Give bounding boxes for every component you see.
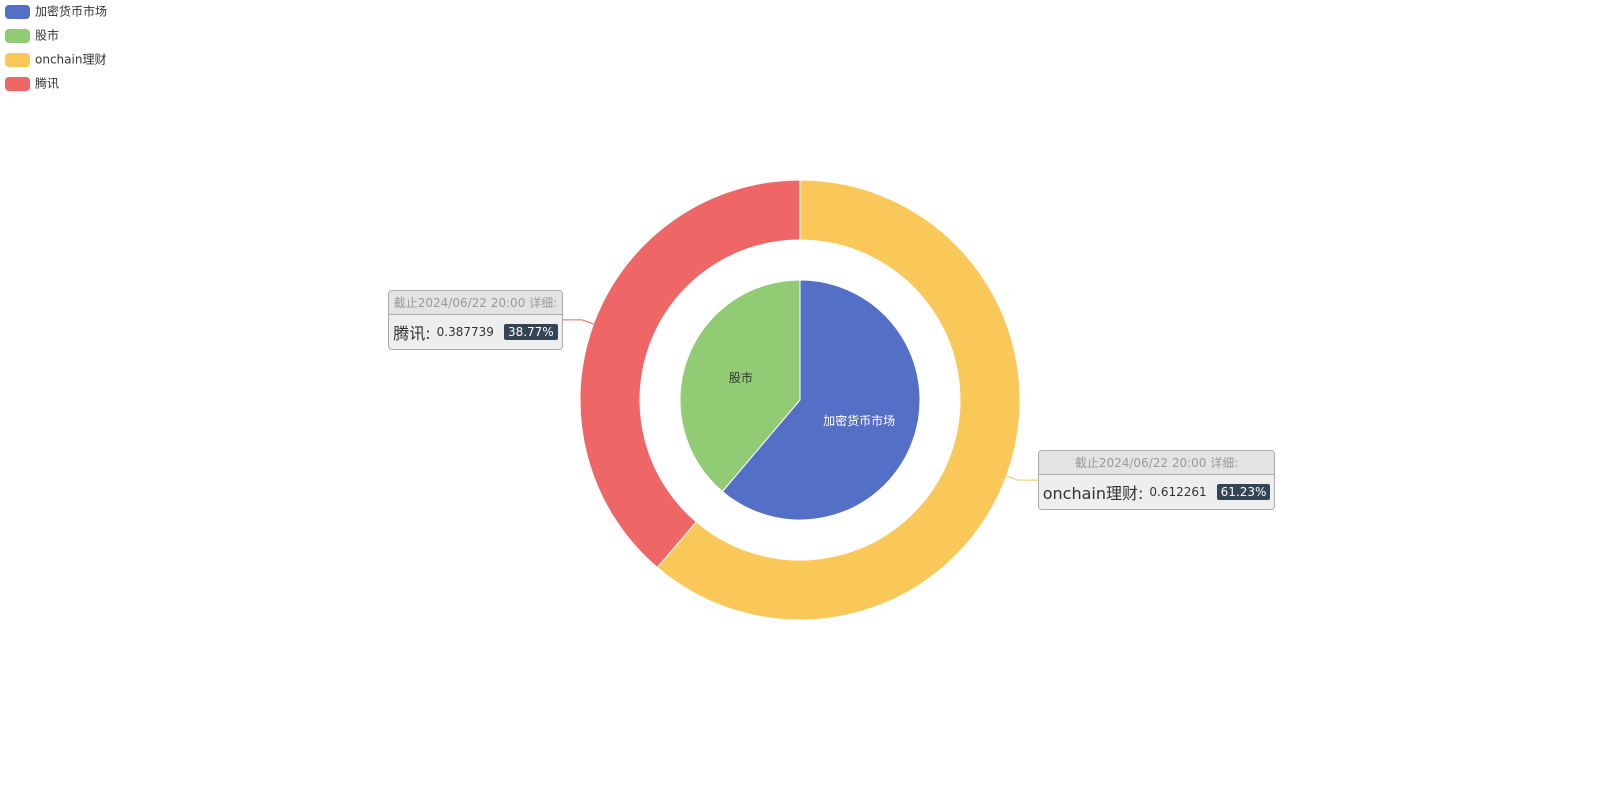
slice-label-box: 截止2024/06/22 20:00 详细: onchain理财: 0.612261…	[1037, 450, 1276, 511]
pie-slice	[721, 279, 921, 521]
label-header: 截止2024/06/22 20:00 详细:	[1038, 451, 1275, 476]
label-name: 腾讯:	[393, 323, 431, 343]
label-name: onchain理财:	[1042, 484, 1144, 504]
label-line	[562, 319, 594, 325]
label-line	[1006, 475, 1038, 481]
label-value: 0.612261	[1149, 485, 1207, 500]
label-percent: 61.23%	[1216, 484, 1271, 501]
legend-label: 加密货币市场	[35, 4, 107, 19]
pie-slice	[579, 179, 801, 569]
label-percent: 38.77%	[503, 323, 558, 340]
pie-slice	[679, 279, 801, 493]
legend-label: onchain理财	[35, 53, 106, 67]
pie-slice	[656, 179, 1021, 621]
slice-label: 加密货币市场	[823, 413, 895, 428]
legend-swatch	[5, 77, 30, 91]
legend-swatch	[5, 53, 30, 67]
label-body: onchain理财: 0.612261 61.23%	[1039, 475, 1275, 509]
legend-label: 腾讯	[35, 76, 59, 91]
label-body: 腾讯: 0.387739 38.77%	[389, 315, 561, 349]
slice-label: 股市	[729, 370, 753, 385]
legend-label: 股市	[35, 28, 59, 43]
legend-swatch	[5, 29, 30, 43]
label-header: 截止2024/06/22 20:00 详细:	[389, 290, 562, 315]
legend-swatch	[5, 5, 30, 19]
slice-label-box: 截止2024/06/22 20:00 详细: 腾讯: 0.387739 38.77%	[388, 289, 563, 350]
label-value: 0.387739	[436, 324, 494, 339]
